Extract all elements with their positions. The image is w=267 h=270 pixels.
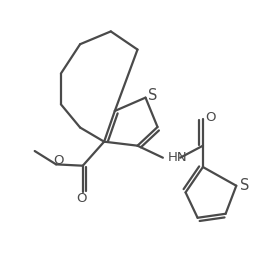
Text: HN: HN xyxy=(168,151,188,164)
Text: S: S xyxy=(239,178,249,193)
Text: O: O xyxy=(53,154,64,167)
Text: O: O xyxy=(206,111,216,124)
Text: O: O xyxy=(76,192,87,205)
Text: S: S xyxy=(147,88,157,103)
